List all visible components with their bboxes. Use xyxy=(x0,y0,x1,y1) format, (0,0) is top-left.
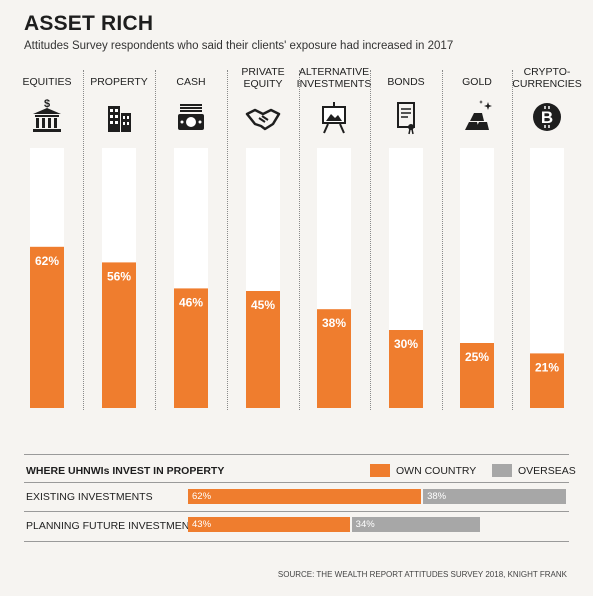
bitcoin-icon: B xyxy=(527,96,567,136)
column-separator xyxy=(370,70,371,410)
cash-icon xyxy=(171,96,211,136)
legend-label-own-country: OWN COUNTRY xyxy=(396,465,477,477)
bar xyxy=(389,330,423,408)
handshake-icon xyxy=(243,96,283,136)
bar-value-label: 30% xyxy=(394,337,418,351)
svg-text:B: B xyxy=(541,108,553,127)
bar-value-label: 56% xyxy=(107,269,131,283)
bar xyxy=(317,309,351,408)
divider-row-1 xyxy=(24,482,569,483)
legend-swatch-own-country xyxy=(370,464,390,477)
column-separator xyxy=(512,70,513,410)
chart-subtitle: Attitudes Survey respondents who said th… xyxy=(24,40,454,52)
bar-value-label: 46% xyxy=(179,295,203,309)
hbar-overseas: 38% xyxy=(423,489,566,504)
bar xyxy=(30,246,64,408)
row-label-existing: EXISTING INVESTMENTS xyxy=(26,491,153,503)
bar xyxy=(246,291,280,408)
easel-icon xyxy=(314,96,354,136)
bank-icon: $ xyxy=(27,96,67,136)
bar xyxy=(460,343,494,408)
svg-text:$: $ xyxy=(44,98,50,110)
bar-value-label: 45% xyxy=(251,298,275,312)
bar-value-label: 21% xyxy=(535,360,559,374)
column-separator xyxy=(83,70,84,410)
bar-value-label: 25% xyxy=(465,350,489,364)
divider-top xyxy=(24,454,569,455)
property-section-title: WHERE UHNWIs INVEST IN PROPERTY xyxy=(26,465,225,477)
category-label: GOLD xyxy=(462,76,492,88)
gold-bars-icon xyxy=(457,96,497,136)
category-label: CASH xyxy=(176,76,206,88)
bar xyxy=(102,262,136,408)
chart-title: ASSET RICH xyxy=(24,12,154,35)
column-separator xyxy=(442,70,443,410)
divider-bottom xyxy=(24,541,569,542)
row-label-future: PLANNING FUTURE INVESTMENTS xyxy=(26,520,203,532)
column-separator xyxy=(227,70,228,410)
hbar-own-country: 43% xyxy=(188,517,350,532)
category-label: CRYPTO- CURRENCIES xyxy=(512,66,582,90)
bar-value-label: 38% xyxy=(322,316,346,330)
bar xyxy=(530,353,564,408)
legend-label-overseas: OVERSEAS xyxy=(518,465,576,477)
divider-row-2 xyxy=(24,511,569,512)
hbar-own-country: 62% xyxy=(188,489,422,504)
column-separator xyxy=(299,70,300,410)
scroll-icon xyxy=(386,96,426,136)
legend-swatch-overseas xyxy=(492,464,512,477)
source-note: SOURCE: THE WEALTH REPORT ATTITUDES SURV… xyxy=(277,570,567,579)
bar xyxy=(174,288,208,408)
column-separator xyxy=(155,70,156,410)
vertical-bar-chart: 62% 56% 46% 45% 38% 30% 25% 21% xyxy=(30,148,564,408)
category-label: PROPERTY xyxy=(90,76,148,88)
category-label: ALTERNATIVE INVESTMENTS xyxy=(296,66,372,90)
category-label: EQUITIES xyxy=(22,76,72,88)
category-label: BONDS xyxy=(387,76,425,88)
buildings-icon xyxy=(99,96,139,136)
category-label: PRIVATE EQUITY xyxy=(241,66,285,90)
bar-value-label: 62% xyxy=(35,254,59,268)
hbar-overseas: 34% xyxy=(351,517,480,532)
